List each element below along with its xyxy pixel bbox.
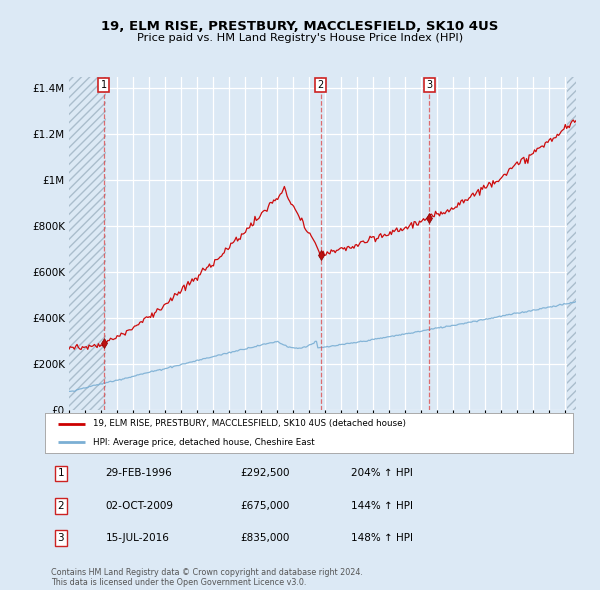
Text: 148% ↑ HPI: 148% ↑ HPI xyxy=(351,533,413,543)
Text: Contains HM Land Registry data © Crown copyright and database right 2024.
This d: Contains HM Land Registry data © Crown c… xyxy=(51,568,363,587)
Text: £675,000: £675,000 xyxy=(241,501,290,511)
Text: 1: 1 xyxy=(101,80,107,90)
Text: 1: 1 xyxy=(58,468,64,478)
Text: HPI: Average price, detached house, Cheshire East: HPI: Average price, detached house, Ches… xyxy=(92,438,314,447)
Text: 29-FEB-1996: 29-FEB-1996 xyxy=(106,468,172,478)
Text: 3: 3 xyxy=(427,80,433,90)
Bar xyxy=(69,77,106,410)
Text: 19, ELM RISE, PRESTBURY, MACCLESFIELD, SK10 4US: 19, ELM RISE, PRESTBURY, MACCLESFIELD, S… xyxy=(101,20,499,33)
Text: £292,500: £292,500 xyxy=(241,468,290,478)
Text: Price paid vs. HM Land Registry's House Price Index (HPI): Price paid vs. HM Land Registry's House … xyxy=(137,34,463,43)
Text: 2: 2 xyxy=(318,80,324,90)
Text: 19, ELM RISE, PRESTBURY, MACCLESFIELD, SK10 4US (detached house): 19, ELM RISE, PRESTBURY, MACCLESFIELD, S… xyxy=(92,419,406,428)
Bar xyxy=(567,77,580,410)
Text: 144% ↑ HPI: 144% ↑ HPI xyxy=(351,501,413,511)
Text: 2: 2 xyxy=(58,501,64,511)
Text: 02-OCT-2009: 02-OCT-2009 xyxy=(106,501,174,511)
Text: £835,000: £835,000 xyxy=(241,533,290,543)
Text: 15-JUL-2016: 15-JUL-2016 xyxy=(106,533,170,543)
Text: 204% ↑ HPI: 204% ↑ HPI xyxy=(351,468,413,478)
Text: 3: 3 xyxy=(58,533,64,543)
